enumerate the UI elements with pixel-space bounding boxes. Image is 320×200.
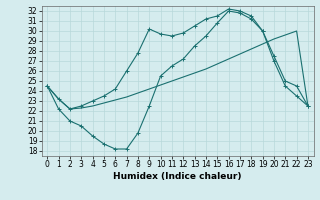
X-axis label: Humidex (Indice chaleur): Humidex (Indice chaleur) bbox=[113, 172, 242, 181]
